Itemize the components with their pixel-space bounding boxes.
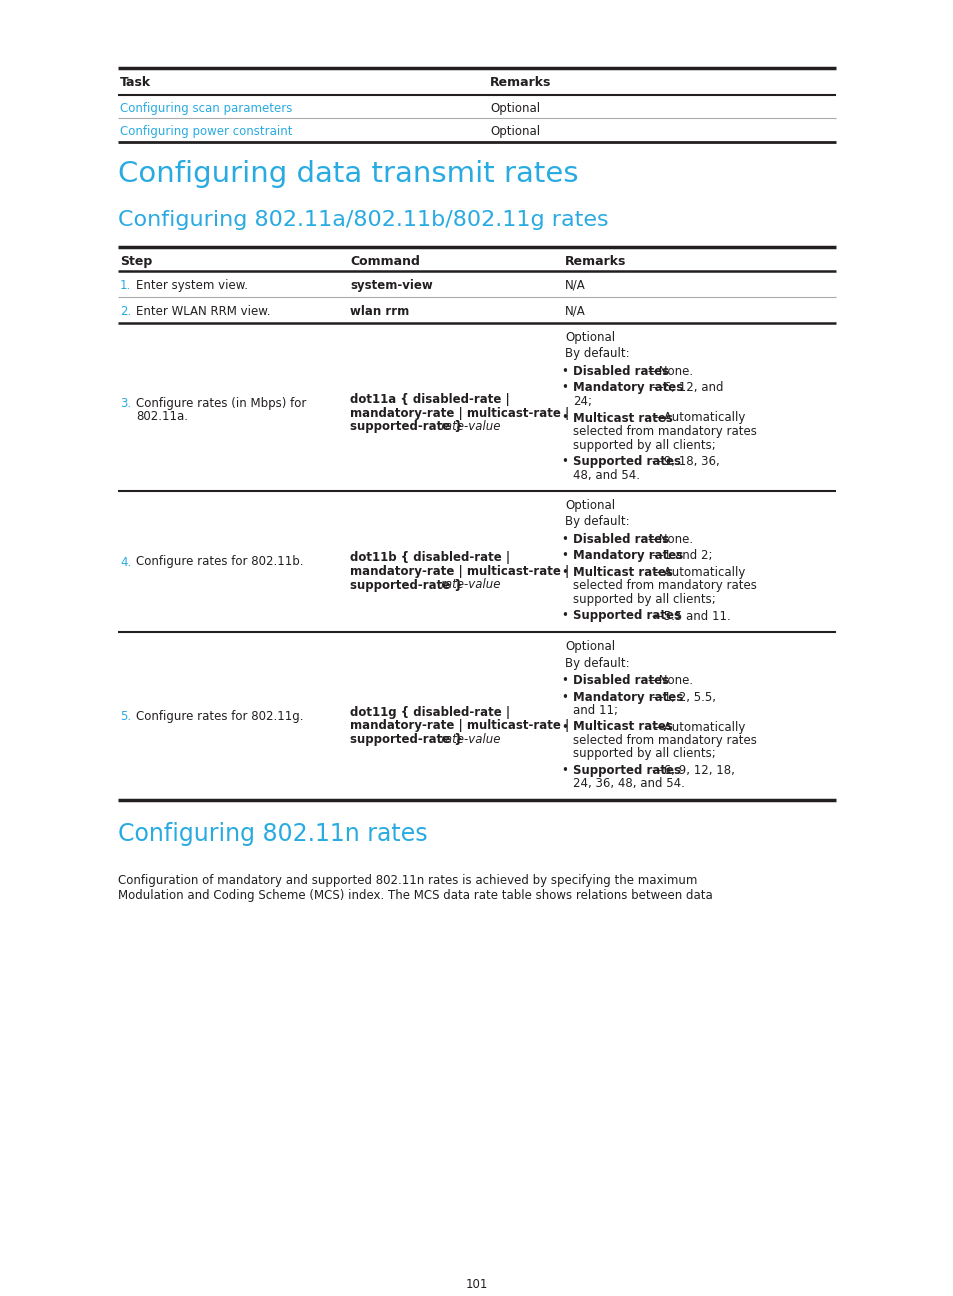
- Text: 2.: 2.: [120, 305, 132, 318]
- Text: 101: 101: [465, 1278, 488, 1291]
- Text: Configure rates for 802.11g.: Configure rates for 802.11g.: [136, 710, 303, 723]
- Text: Configure rates (in Mbps) for: Configure rates (in Mbps) for: [136, 397, 306, 410]
- Text: •: •: [560, 609, 567, 622]
- Text: —1, 2, 5.5,: —1, 2, 5.5,: [652, 691, 716, 704]
- Text: —9, 18, 36,: —9, 18, 36,: [652, 455, 720, 468]
- Text: supported by all clients;: supported by all clients;: [573, 594, 715, 607]
- Text: Optional: Optional: [564, 330, 615, 343]
- Text: selected from mandatory rates: selected from mandatory rates: [573, 734, 756, 746]
- Text: 4.: 4.: [120, 556, 132, 569]
- Text: supported by all clients;: supported by all clients;: [573, 748, 715, 761]
- Text: supported by all clients;: supported by all clients;: [573, 438, 715, 451]
- Text: —None.: —None.: [646, 674, 693, 687]
- Text: Mandatory rates: Mandatory rates: [573, 550, 682, 562]
- Text: Multicast rates: Multicast rates: [573, 566, 672, 579]
- Text: Enter WLAN RRM view.: Enter WLAN RRM view.: [136, 305, 271, 318]
- Text: 5.: 5.: [120, 710, 131, 723]
- Text: Optional: Optional: [564, 499, 615, 512]
- Text: —None.: —None.: [646, 365, 693, 378]
- Text: By default:: By default:: [564, 657, 629, 670]
- Text: Configuration of mandatory and supported 802.11n rates is achieved by specifying: Configuration of mandatory and supported…: [118, 874, 697, 886]
- Text: Optional: Optional: [490, 102, 539, 115]
- Text: Step: Step: [120, 255, 152, 268]
- Text: —1 and 2;: —1 and 2;: [652, 550, 712, 562]
- Text: —5.5 and 11.: —5.5 and 11.: [652, 609, 731, 622]
- Text: Supported rates: Supported rates: [573, 455, 680, 468]
- Text: Disabled rates: Disabled rates: [573, 674, 668, 687]
- Text: •: •: [560, 721, 567, 734]
- Text: Mandatory rates: Mandatory rates: [573, 691, 682, 704]
- Text: •: •: [560, 691, 567, 704]
- Text: •: •: [560, 381, 567, 394]
- Text: •: •: [560, 550, 567, 562]
- Text: Supported rates: Supported rates: [573, 765, 680, 778]
- Text: Configuring 802.11n rates: Configuring 802.11n rates: [118, 822, 427, 846]
- Text: •: •: [560, 533, 567, 546]
- Text: Supported rates: Supported rates: [573, 609, 680, 622]
- Text: 1.: 1.: [120, 279, 132, 292]
- Text: •: •: [560, 455, 567, 468]
- Text: supported-rate }: supported-rate }: [350, 734, 466, 746]
- Text: mandatory-rate | multicast-rate |: mandatory-rate | multicast-rate |: [350, 407, 569, 420]
- Text: wlan rrm: wlan rrm: [350, 305, 409, 318]
- Text: Multicast rates: Multicast rates: [573, 412, 672, 425]
- Text: rate-value: rate-value: [439, 420, 500, 433]
- Text: Optional: Optional: [564, 640, 615, 653]
- Text: Enter system view.: Enter system view.: [136, 279, 248, 292]
- Text: Command: Command: [350, 255, 419, 268]
- Text: 3.: 3.: [120, 397, 131, 410]
- Text: —None.: —None.: [646, 533, 693, 546]
- Text: —Automatically: —Automatically: [652, 566, 745, 579]
- Text: supported-rate }: supported-rate }: [350, 578, 466, 591]
- Text: system-view: system-view: [350, 279, 433, 292]
- Text: N/A: N/A: [564, 305, 585, 318]
- Text: Configuring scan parameters: Configuring scan parameters: [120, 102, 292, 115]
- Text: •: •: [560, 365, 567, 378]
- Text: 802.11a.: 802.11a.: [136, 411, 188, 424]
- Text: Remarks: Remarks: [490, 76, 551, 89]
- Text: Disabled rates: Disabled rates: [573, 533, 668, 546]
- Text: •: •: [560, 674, 567, 687]
- Text: Configuring 802.11a/802.11b/802.11g rates: Configuring 802.11a/802.11b/802.11g rate…: [118, 210, 608, 229]
- Text: Configuring data transmit rates: Configuring data transmit rates: [118, 159, 578, 188]
- Text: N/A: N/A: [564, 279, 585, 292]
- Text: —Automatically: —Automatically: [652, 412, 745, 425]
- Text: rate-value: rate-value: [439, 578, 500, 591]
- Text: •: •: [560, 765, 567, 778]
- Text: —6, 12, and: —6, 12, and: [652, 381, 723, 394]
- Text: 24;: 24;: [573, 395, 592, 408]
- Text: 48, and 54.: 48, and 54.: [573, 468, 639, 482]
- Text: •: •: [560, 412, 567, 425]
- Text: 24, 36, 48, and 54.: 24, 36, 48, and 54.: [573, 778, 684, 791]
- Text: dot11b { disabled-rate |: dot11b { disabled-rate |: [350, 552, 510, 565]
- Text: mandatory-rate | multicast-rate |: mandatory-rate | multicast-rate |: [350, 565, 569, 578]
- Text: Remarks: Remarks: [564, 255, 626, 268]
- Text: dot11a { disabled-rate |: dot11a { disabled-rate |: [350, 393, 509, 406]
- Text: and 11;: and 11;: [573, 704, 618, 717]
- Text: Optional: Optional: [490, 124, 539, 137]
- Text: By default:: By default:: [564, 516, 629, 529]
- Text: Multicast rates: Multicast rates: [573, 721, 672, 734]
- Text: •: •: [560, 566, 567, 579]
- Text: Disabled rates: Disabled rates: [573, 365, 668, 378]
- Text: Configuring power constraint: Configuring power constraint: [120, 124, 293, 137]
- Text: rate-value: rate-value: [439, 734, 500, 746]
- Text: Configure rates for 802.11b.: Configure rates for 802.11b.: [136, 556, 303, 569]
- Text: mandatory-rate | multicast-rate |: mandatory-rate | multicast-rate |: [350, 719, 569, 732]
- Text: —6, 9, 12, 18,: —6, 9, 12, 18,: [652, 765, 735, 778]
- Text: supported-rate }: supported-rate }: [350, 420, 466, 433]
- Text: selected from mandatory rates: selected from mandatory rates: [573, 579, 756, 592]
- Text: selected from mandatory rates: selected from mandatory rates: [573, 425, 756, 438]
- Text: dot11g { disabled-rate |: dot11g { disabled-rate |: [350, 706, 510, 719]
- Text: Task: Task: [120, 76, 151, 89]
- Text: —Automatically: —Automatically: [652, 721, 745, 734]
- Text: By default:: By default:: [564, 347, 629, 360]
- Text: Modulation and Coding Scheme (MCS) index. The MCS data rate table shows relation: Modulation and Coding Scheme (MCS) index…: [118, 889, 712, 902]
- Text: Mandatory rates: Mandatory rates: [573, 381, 682, 394]
